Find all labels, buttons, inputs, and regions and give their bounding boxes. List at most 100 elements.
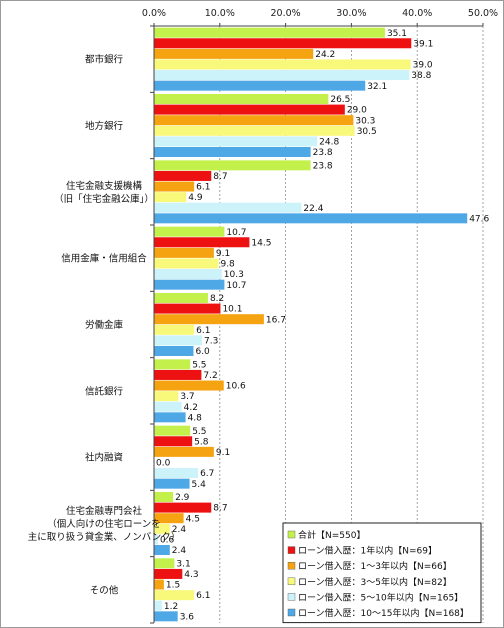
bar: [154, 237, 250, 248]
legend-label: ローン借入歴：5～10年以内【N=165】: [298, 591, 463, 603]
bar: [154, 401, 182, 412]
category-label: （旧「住宅金融公庫」）: [54, 193, 154, 205]
value-label: 6.0: [195, 347, 210, 357]
bar: [154, 80, 366, 91]
bar: [154, 293, 208, 303]
bar: [154, 523, 170, 534]
bar: [154, 600, 162, 611]
legend-label: ローン借入歴：10～15年以内【N=168】: [298, 607, 469, 619]
bar: [154, 269, 222, 280]
value-label: 9.1: [216, 448, 230, 458]
value-label: 24.2: [315, 50, 335, 60]
bar: [154, 590, 195, 601]
bar: [154, 136, 318, 147]
bar: [154, 115, 354, 126]
value-label: 22.4: [303, 204, 323, 214]
bar: [154, 181, 195, 192]
bar: [154, 48, 314, 59]
bar: [154, 502, 212, 513]
bar: [154, 568, 183, 579]
legend-swatch: [287, 546, 296, 554]
bar: [154, 27, 385, 38]
value-label: 8.7: [213, 172, 227, 182]
legend-swatch: [287, 562, 296, 570]
value-label: 4.3: [184, 570, 198, 580]
bar: [154, 545, 170, 555]
bar: [154, 303, 221, 314]
value-label: 6.1: [196, 183, 210, 193]
value-label: 4.9: [188, 193, 203, 203]
value-label: 10.7: [226, 228, 246, 238]
legend-label: ローン借入歴：1年以内【N=69】: [298, 545, 437, 557]
category-label: 都市銀行: [85, 54, 124, 66]
bar: [154, 125, 355, 136]
value-label: 3.7: [180, 392, 194, 402]
legend-swatch: [287, 608, 296, 617]
bar: [154, 38, 412, 49]
value-label: 4.8: [188, 413, 203, 423]
value-label: 1.2: [164, 602, 178, 612]
value-label: 6.7: [200, 469, 214, 479]
bar: [154, 478, 190, 489]
value-label: 5.8: [194, 437, 209, 447]
x-tick-label: 40.0%: [402, 8, 432, 19]
value-label: 5.4: [192, 480, 207, 490]
legend-box: [282, 522, 482, 624]
x-tick-label: 30.0%: [336, 8, 366, 19]
bar: [154, 324, 195, 335]
value-label: 32.1: [367, 82, 387, 92]
category-label: 主に取り扱う貸金業、ノンバンク）: [28, 531, 180, 543]
bar: [154, 160, 311, 171]
value-label: 9.1: [216, 249, 230, 259]
value-label: 7.3: [204, 337, 218, 347]
bar: [154, 226, 225, 237]
bar: [154, 359, 191, 370]
value-label: 10.6: [226, 382, 246, 392]
value-label: 7.2: [203, 371, 217, 381]
category-label: 信託銀行: [85, 385, 124, 397]
value-label: 47.6: [469, 214, 489, 224]
value-label: 24.8: [319, 138, 339, 148]
legend-swatch: [287, 577, 296, 585]
value-label: 6.1: [196, 591, 210, 601]
bar: [154, 335, 203, 346]
value-label: 39.1: [413, 39, 433, 49]
value-label: 8.2: [210, 294, 224, 304]
value-label: 29.0: [347, 106, 367, 116]
x-tick-label: 20.0%: [271, 8, 301, 19]
bar: [154, 104, 345, 115]
category-label: 信用金庫・信用組合: [61, 253, 147, 265]
value-label: 9.8: [220, 260, 235, 270]
value-label: 35.1: [387, 29, 407, 39]
value-label: 5.5: [192, 360, 206, 370]
value-label: 1.5: [166, 581, 180, 591]
value-label: 3.6: [180, 612, 195, 622]
value-label: 30.5: [357, 127, 377, 137]
bar: [154, 558, 175, 569]
bar: [154, 513, 184, 524]
value-label: 4.2: [184, 403, 198, 413]
value-label: 2.9: [175, 493, 190, 503]
x-tick-label: 10.0%: [205, 8, 235, 19]
value-label: 4.5: [186, 514, 200, 524]
category-label: 労働金庫: [85, 319, 124, 331]
bar: [154, 436, 193, 447]
value-label: 5.5: [192, 427, 206, 437]
value-label: 2.4: [172, 525, 187, 535]
value-label: 3.1: [176, 559, 190, 569]
category-label: その他: [90, 584, 119, 596]
value-label: 10.7: [226, 281, 246, 291]
value-label: 10.1: [222, 305, 242, 315]
category-label: 地方銀行: [85, 120, 124, 132]
value-label: 0.0: [156, 459, 171, 469]
bar: [154, 369, 202, 380]
legend-label: ローン借入歴：3～5年以内【N=82】: [298, 576, 452, 588]
bar: [154, 468, 199, 479]
bar: [154, 59, 411, 70]
bar: [154, 258, 219, 269]
bar: [154, 534, 158, 545]
bar: [154, 380, 224, 391]
value-label: 2.4: [172, 546, 187, 556]
legend-swatch: [287, 530, 296, 539]
category-label: 住宅金融支援機構: [66, 180, 143, 192]
